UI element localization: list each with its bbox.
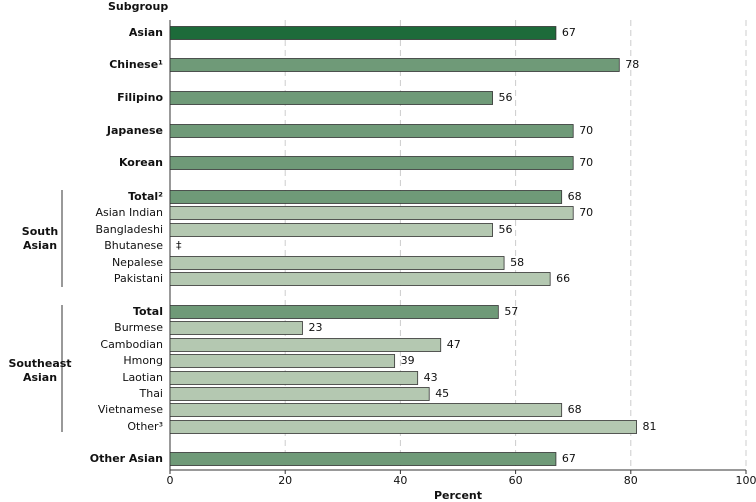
category-label: Other³ [127,420,163,433]
bar [169,338,442,352]
value-label: 57 [504,305,518,318]
category-label: Korean [119,156,163,169]
category-label: Bhutanese [104,239,163,252]
category-label: Burmese [114,321,163,334]
bar [169,305,499,319]
bar [169,403,563,417]
bar [169,26,557,40]
group-label: South Asian [21,225,59,252]
category-label: Other Asian [90,452,163,465]
category-label: Filipino [117,91,163,104]
value-label: 67 [562,26,576,39]
category-label: Asian Indian [96,206,164,219]
category-label: Chinese¹ [109,58,163,71]
bar [169,58,620,72]
x-axis-title: Percent [434,489,482,502]
x-tick-label: 80 [624,474,638,487]
bar [169,321,303,335]
category-label: Hmong [123,354,163,367]
group-label: Southeast Asian [8,357,72,384]
category-label: Laotian [122,371,163,384]
category-label: Pakistani [114,272,163,285]
value-label: ‡ [176,239,182,252]
x-tick-label: 60 [509,474,523,487]
value-label: 23 [308,321,322,334]
value-label: 56 [499,91,513,104]
bar [169,371,419,385]
value-label: 81 [643,420,657,433]
bar [169,156,574,170]
bar [169,452,557,466]
category-label: Bangladeshi [95,223,163,236]
value-label: 58 [510,256,524,269]
x-tick-label: 20 [278,474,292,487]
value-label: 68 [568,190,582,203]
category-label: Cambodian [100,338,163,351]
bar [169,91,493,105]
category-label: Total [133,305,163,318]
header: Subgroup [108,0,168,13]
x-tick-label: 0 [167,474,174,487]
value-label: 68 [568,403,582,416]
bar [169,190,563,204]
value-label: 70 [579,206,593,219]
bar [169,124,574,138]
category-label: Asian [129,26,163,39]
bar [169,223,493,237]
category-label: Total² [128,190,163,203]
value-label: 67 [562,452,576,465]
bar [169,206,574,220]
category-label: Nepalese [112,256,163,269]
category-label: Thai [139,387,164,400]
value-label: 56 [499,223,513,236]
value-label: 39 [401,354,415,367]
category-label: Vietnamese [98,403,163,416]
value-label: 70 [579,124,593,137]
value-label: 45 [435,387,449,400]
x-tick-label: 100 [736,474,756,487]
value-label: 43 [424,371,438,384]
x-tick-label: 40 [393,474,407,487]
bar [169,256,505,270]
bar [169,354,396,368]
bar [169,420,637,434]
value-label: 66 [556,272,570,285]
bar [169,387,430,401]
bar [169,272,551,286]
value-label: 70 [579,156,593,169]
category-label: Japanese [106,124,163,137]
value-label: 47 [447,338,461,351]
value-label: 78 [625,58,639,71]
